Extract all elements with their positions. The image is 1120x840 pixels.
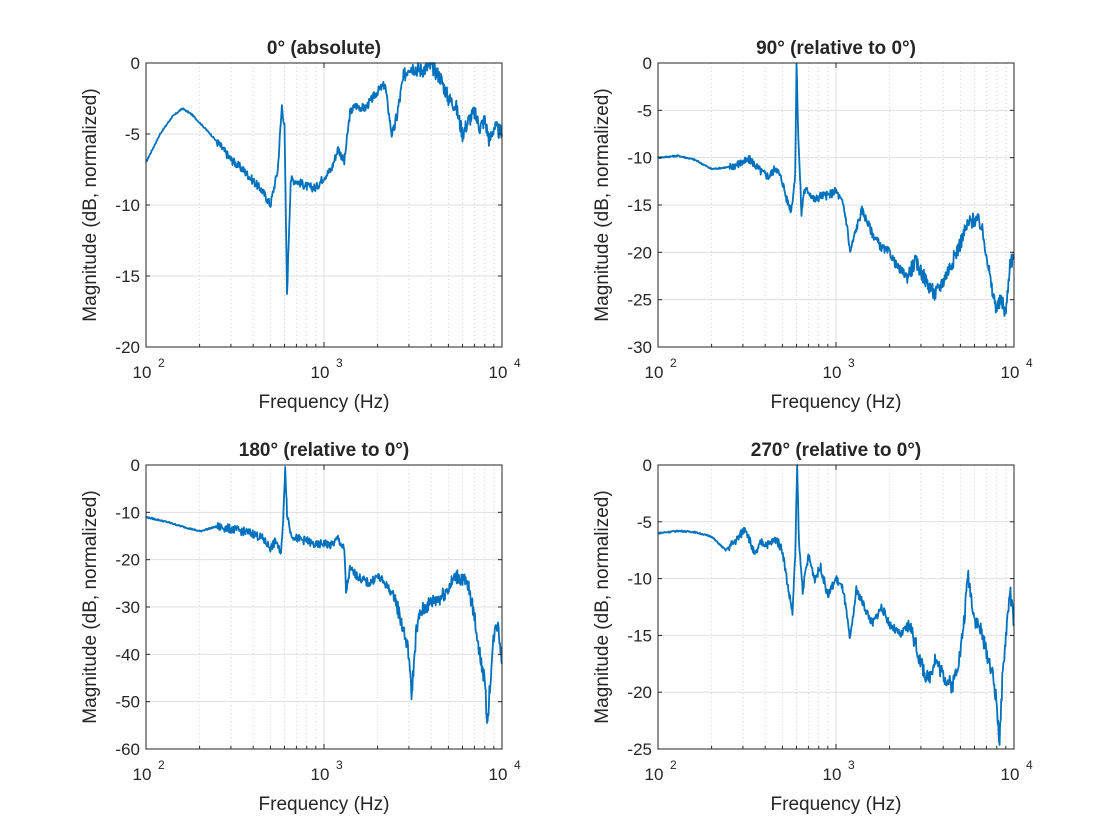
- x-tick-label: 10: [489, 765, 508, 784]
- y-tick-label: -30: [115, 598, 140, 617]
- x-tick-label: 10: [823, 765, 842, 784]
- x-tick-label: 10: [311, 363, 330, 382]
- x-tick-label: 10: [645, 765, 664, 784]
- x-tick-exponent: 2: [158, 356, 165, 370]
- y-tick-label: -10: [627, 149, 652, 168]
- chart-panel-2: -30 -25 -20 -15 -10 -5 0 10 2 10 3 10 4 90° (relative…: [592, 38, 1033, 413]
- x-tick-exponent: 3: [848, 758, 855, 772]
- x-axis-label: Frequency (Hz): [771, 392, 902, 413]
- x-tick-exponent: 4: [514, 356, 521, 370]
- y-tick-label: -15: [627, 626, 652, 645]
- y-tick-label: -15: [115, 267, 140, 286]
- x-tick-exponent: 2: [158, 758, 165, 772]
- x-tick-exponent: 2: [670, 758, 677, 772]
- x-tick-label: 10: [823, 363, 842, 382]
- x-tick-exponent: 2: [670, 356, 677, 370]
- x-tick-label: 10: [645, 363, 664, 382]
- x-tick-exponent: 3: [336, 356, 343, 370]
- y-tick-label: -40: [115, 645, 140, 664]
- data-series-line: [145, 466, 503, 724]
- y-axis-label: Magnitude (dB, normalized): [592, 490, 613, 723]
- y-axis-label: Magnitude (dB, normalized): [80, 88, 101, 321]
- chart-title: 90° (relative to 0°): [756, 38, 916, 59]
- x-axis-label: Frequency (Hz): [259, 794, 390, 815]
- chart-title: 180° (relative to 0°): [239, 440, 409, 461]
- y-tick-label: -20: [115, 551, 140, 570]
- y-tick-label: -25: [627, 291, 652, 310]
- data-series-line: [145, 62, 503, 295]
- chart-panel-4: -25 -20 -15 -10 -5 0 10 2 10 3 10 4 270° (relative t…: [592, 440, 1033, 815]
- x-tick-exponent: 3: [336, 758, 343, 772]
- x-tick-label: 10: [1001, 765, 1020, 784]
- x-tick-label: 10: [489, 363, 508, 382]
- data-series-line: [657, 62, 1015, 317]
- y-tick-label: -5: [125, 125, 140, 144]
- x-tick-label: 10: [133, 765, 152, 784]
- y-tick-label: -20: [627, 243, 652, 262]
- x-tick-label: 10: [311, 765, 330, 784]
- chart-title: 0° (absolute): [267, 38, 381, 59]
- y-tick-label: 0: [643, 456, 652, 475]
- x-tick-exponent: 4: [1026, 356, 1033, 370]
- x-tick-label: 10: [133, 363, 152, 382]
- y-tick-label: 0: [131, 456, 140, 475]
- y-tick-label: -10: [115, 503, 140, 522]
- y-tick-label: -15: [627, 196, 652, 215]
- y-tick-label: -5: [637, 101, 652, 120]
- y-tick-label: 0: [643, 54, 652, 73]
- y-tick-label: -10: [627, 570, 652, 589]
- chart-panel-1: -20 -15 -10 -5 0 10 2 10 3 10 4 0° (absolute) Freque…: [80, 38, 521, 413]
- chart-title: 270° (relative to 0°): [751, 440, 921, 461]
- y-tick-label: -30: [627, 338, 652, 357]
- x-axis-label: Frequency (Hz): [771, 794, 902, 815]
- y-tick-label: -50: [115, 693, 140, 712]
- y-tick-label: -20: [115, 338, 140, 357]
- x-axis-label: Frequency (Hz): [259, 392, 390, 413]
- x-tick-label: 10: [1001, 363, 1020, 382]
- x-tick-exponent: 4: [1026, 758, 1033, 772]
- data-series-line: [657, 464, 1015, 746]
- y-tick-label: -60: [115, 740, 140, 759]
- x-tick-exponent: 4: [514, 758, 521, 772]
- y-tick-label: 0: [131, 54, 140, 73]
- y-tick-label: -5: [637, 513, 652, 532]
- y-axis-label: Magnitude (dB, normalized): [80, 490, 101, 723]
- y-tick-label: -20: [627, 683, 652, 702]
- chart-panel-3: -60 -50 -40 -30 -20 -10 0 10 2 10 3 10 4 180° (relati…: [80, 440, 521, 815]
- x-tick-exponent: 3: [848, 356, 855, 370]
- y-tick-label: -10: [115, 196, 140, 215]
- y-tick-label: -25: [627, 740, 652, 759]
- y-axis-label: Magnitude (dB, normalized): [592, 88, 613, 321]
